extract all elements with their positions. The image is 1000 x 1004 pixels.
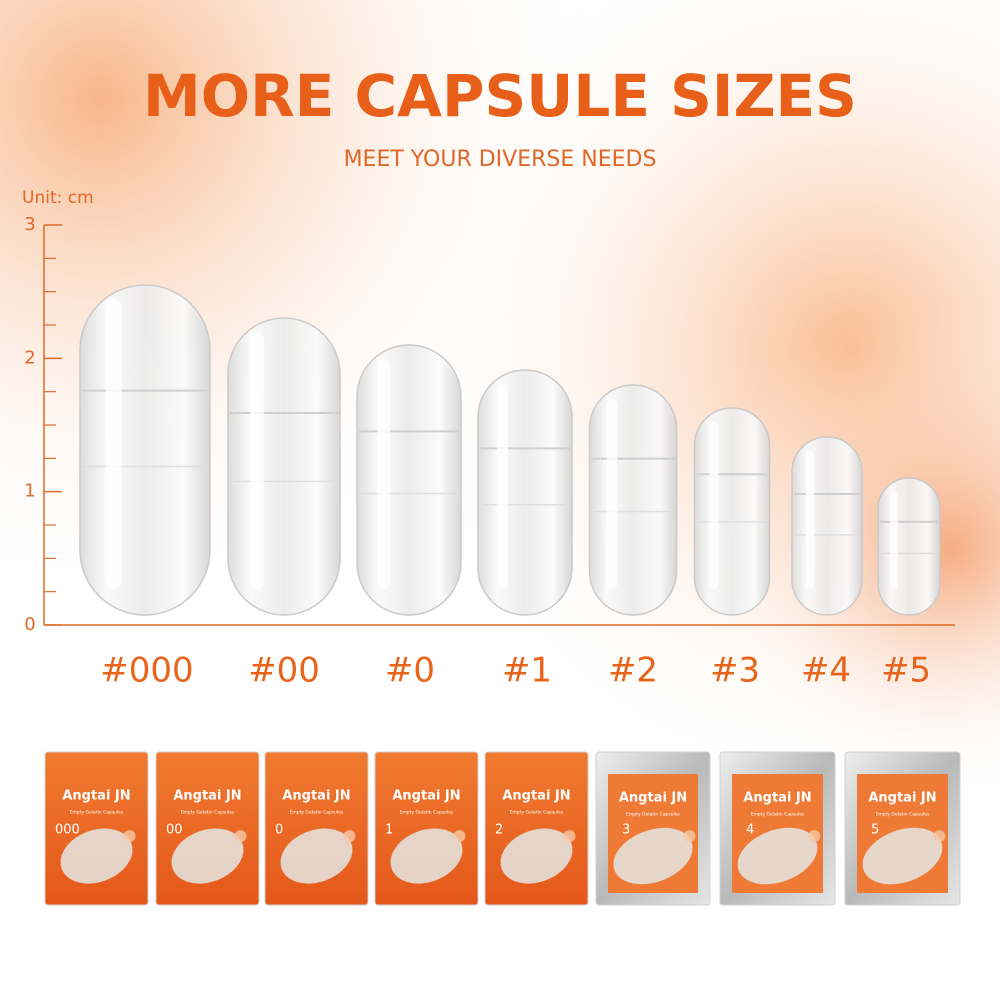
package-capsule [280,828,353,884]
package-size: 0 [275,823,283,838]
package-capsule [171,828,244,884]
package-dot [343,830,356,843]
package-size: 00 [166,823,183,838]
size-label: #3 [710,651,760,691]
size-label: #2 [608,651,658,691]
content: 0 1 2 3 #000 #00 #0 #1 #2 #3 #4 #5 Angtai JN Empty Ge… [24,214,961,906]
size-label: #0 [385,651,435,691]
package-product: Empty Gelatin Capsules [626,812,680,818]
package-dot [563,830,576,843]
size-label: #1 [502,651,552,691]
size-label: #000 [100,651,193,691]
package: Angtai JN Empty Gelatin Capsules 0 [264,751,369,906]
unit-label: Unit: cm [22,188,94,208]
package-brand: Angtai JN [392,789,460,804]
package: Angtai JN Empty Gelatin Capsules 2 [484,751,589,906]
capsule [877,477,941,616]
size-label: #00 [248,651,320,691]
capsule-shine [709,422,719,589]
package: Angtai JN Empty Gelatin Capsules 3 [595,751,711,906]
capsule-body [356,344,462,616]
package: Angtai JN Empty Gelatin Capsules 000 [44,751,149,906]
package-product: Empty Gelatin Capsules [876,812,930,818]
capsule-shine [496,384,509,589]
subtitle: MEET YOUR DIVERSE NEEDS [344,147,657,172]
capsule [693,407,771,616]
capsule-body [791,436,863,616]
package-capsule [613,827,693,885]
package: Angtai JN Empty Gelatin Capsules 1 [374,751,479,906]
tick-label: 2 [24,347,35,368]
title: MORE CAPSULE SIZES [143,62,857,130]
capsule-shine [606,399,618,589]
package-product: Empty Gelatin Capsules [290,810,344,816]
tick-label: 0 [24,614,35,635]
capsule [356,344,462,616]
capsule-body [588,384,678,616]
package: Angtai JN Empty Gelatin Capsules 4 [719,751,836,906]
capsule [791,436,863,616]
capsule-shine [106,299,122,589]
package-size: 2 [495,823,503,838]
capsule-body [227,317,341,616]
capsule-shine [377,359,391,589]
package-product: Empty Gelatin Capsules [400,810,454,816]
tick-label: 3 [24,214,35,235]
tick-label: 1 [24,481,35,502]
package-brand: Angtai JN [173,789,241,804]
capsule [588,384,678,616]
package-size: 3 [622,823,630,838]
size-label: #4 [801,651,851,691]
package-dot [234,830,247,843]
package-size: 1 [385,823,393,838]
capsule-body [877,477,941,616]
capsule [227,317,341,616]
package-dot [808,830,821,843]
capsule-shine [890,492,898,589]
package-capsule [60,828,133,884]
package-dot [453,830,466,843]
package-brand: Angtai JN [619,791,687,806]
package-dot [123,830,136,843]
package-size: 4 [746,823,754,838]
package-capsule [500,828,573,884]
package-product: Empty Gelatin Capsules [510,810,564,816]
capsule-body [693,407,771,616]
capsule-shine [806,451,815,589]
package: Angtai JN Empty Gelatin Capsules 5 [844,751,961,906]
capsule [79,284,211,616]
package: Angtai JN Empty Gelatin Capsules 00 [155,751,260,906]
package-brand: Angtai JN [502,789,570,804]
package-dot [933,830,946,843]
capsule-body [79,284,211,616]
package-brand: Angtai JN [62,789,130,804]
package-brand: Angtai JN [868,791,936,806]
package-brand: Angtai JN [282,789,350,804]
package-product: Empty Gelatin Capsules [70,810,124,816]
capsule [477,369,573,616]
package-size: 000 [55,823,80,838]
package-capsule [390,828,463,884]
package-product: Empty Gelatin Capsules [181,810,235,816]
capsule-shine [250,332,264,589]
package-dot [683,830,696,843]
size-label: #5 [881,651,931,691]
package-capsule [862,827,943,885]
capsule-body [477,369,573,616]
package-brand: Angtai JN [743,791,811,806]
package-capsule [737,827,818,885]
package-size: 5 [871,823,879,838]
package-product: Empty Gelatin Capsules [751,812,805,818]
